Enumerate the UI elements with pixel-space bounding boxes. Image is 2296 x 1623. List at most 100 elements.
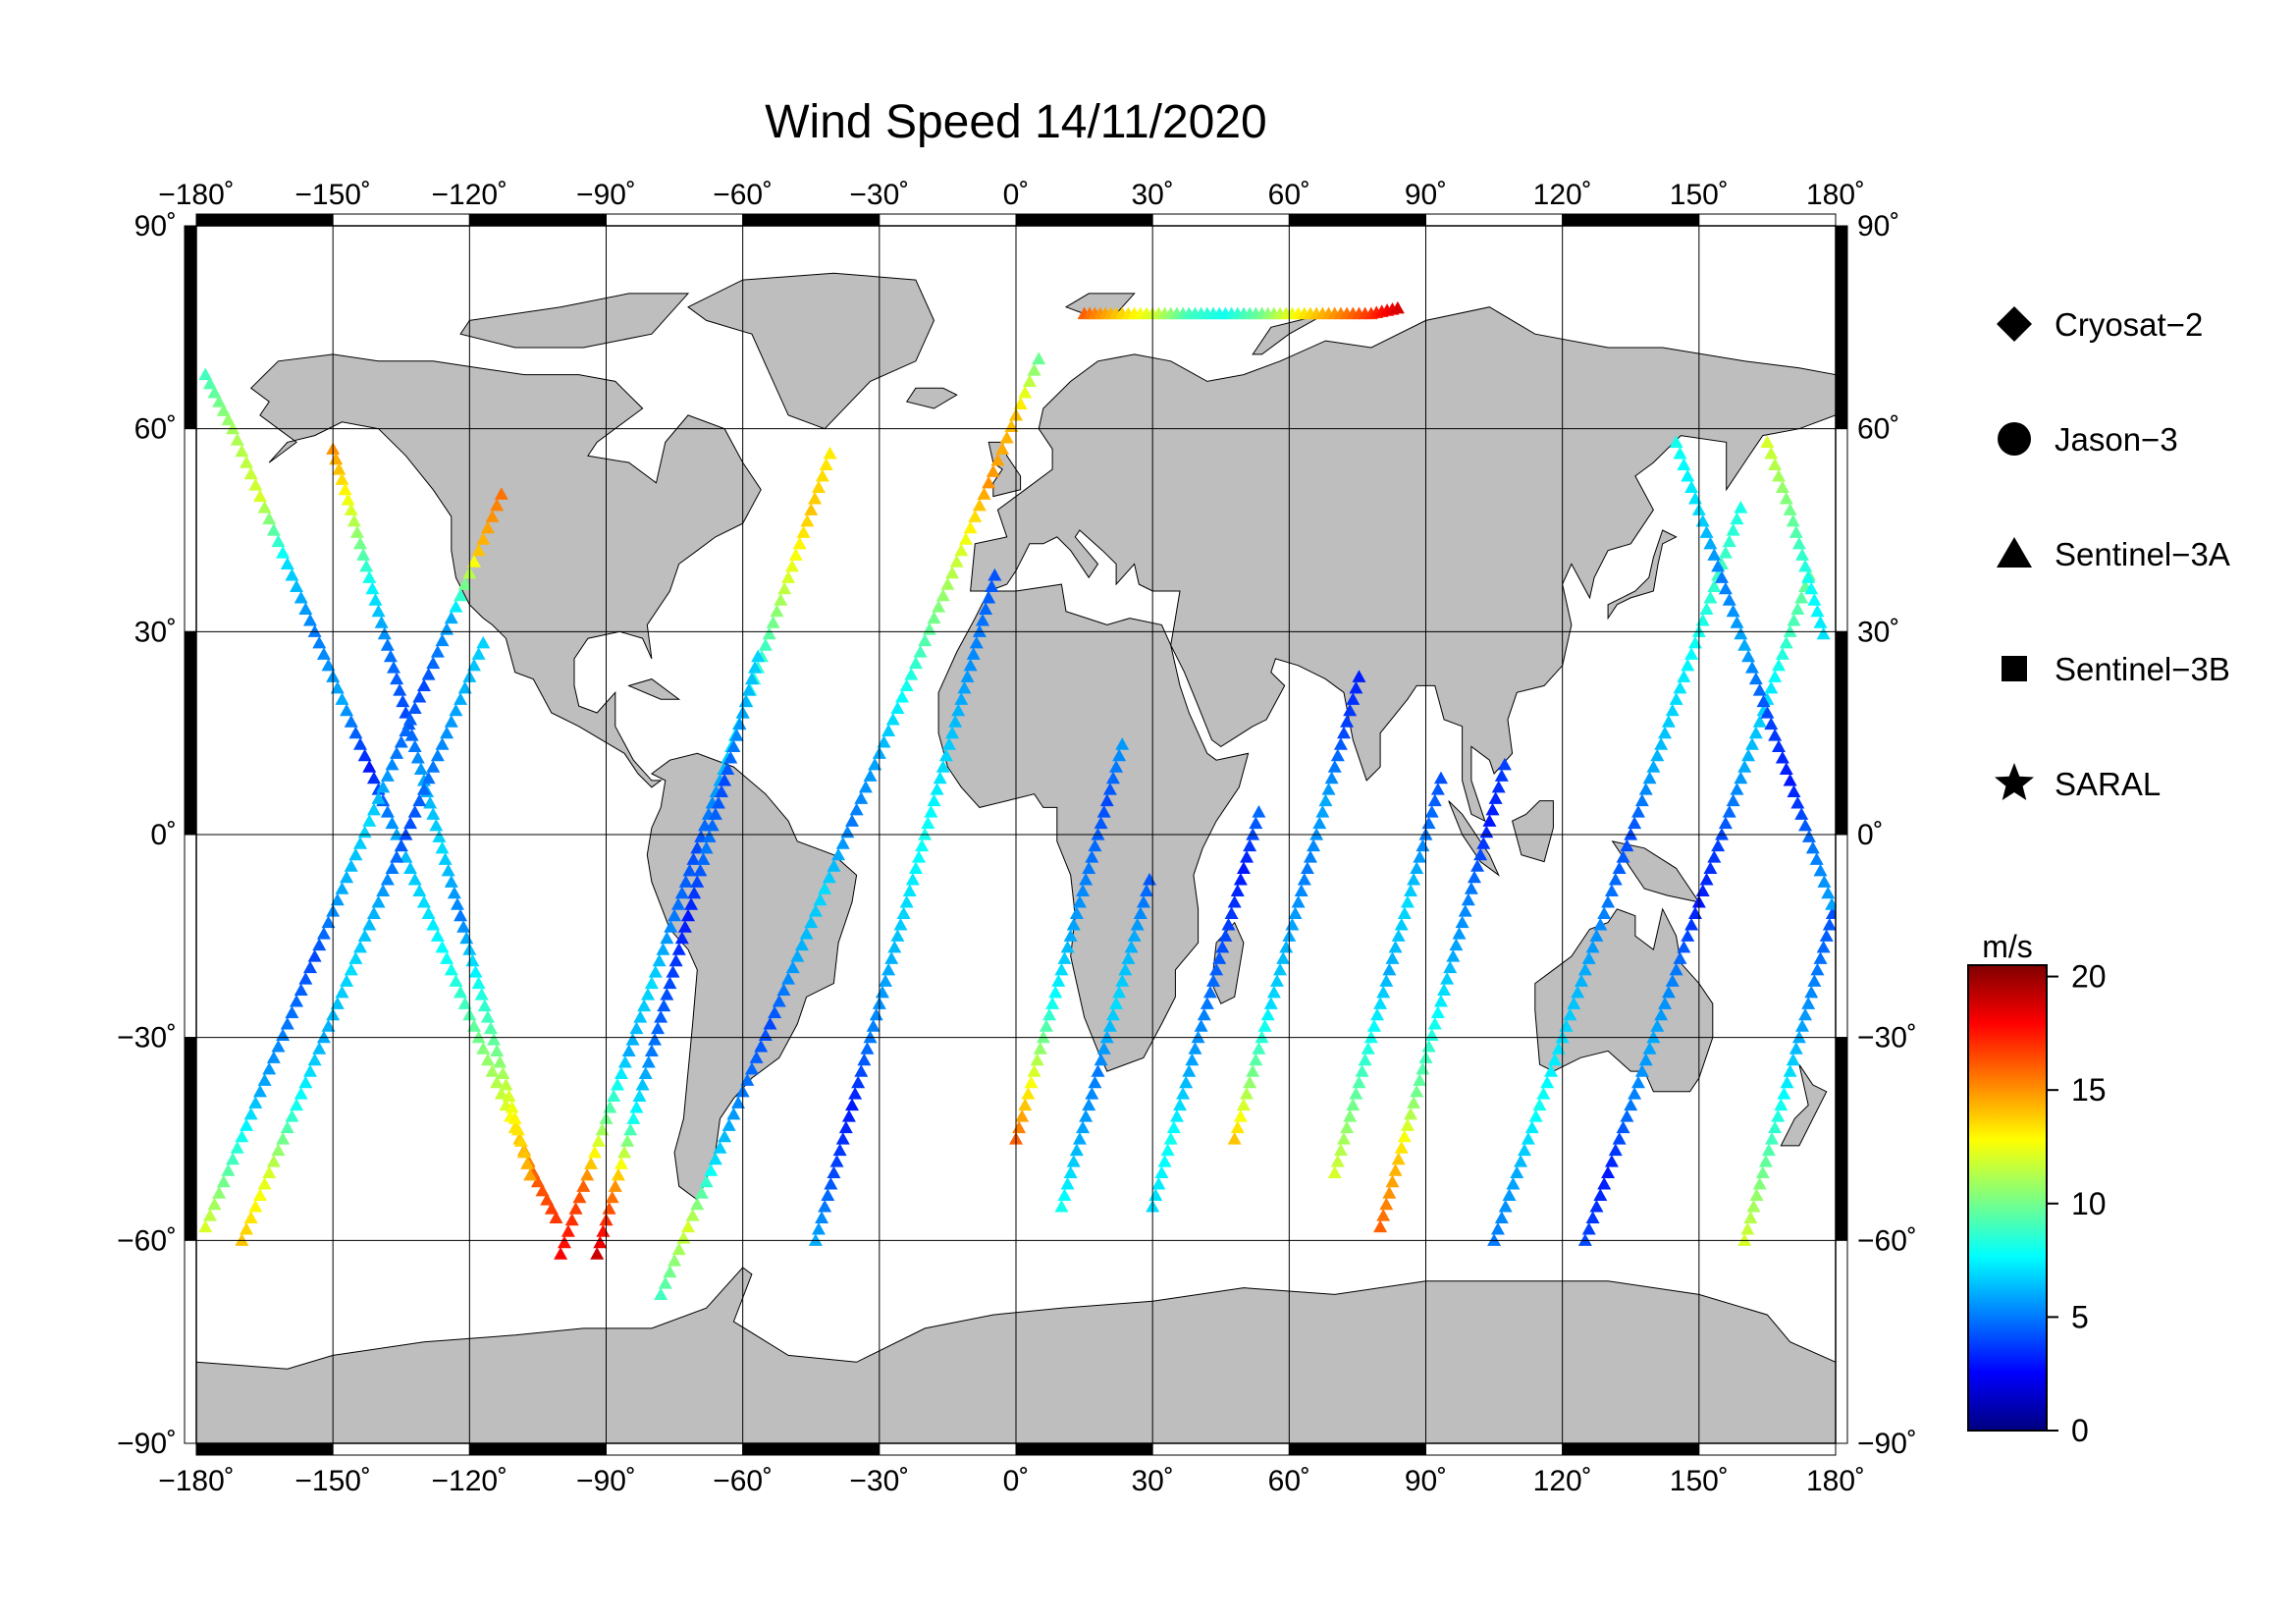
track-point — [1805, 840, 1820, 854]
track-point — [347, 514, 361, 527]
track-point — [813, 893, 828, 906]
colorbar: m/s 0 5 10 15 20 — [1967, 929, 2107, 1448]
track-point — [1748, 726, 1763, 739]
track-point — [1030, 1053, 1044, 1066]
track-point — [1604, 884, 1619, 897]
legend-diamond-icon — [1997, 306, 2032, 342]
track-point — [1718, 581, 1733, 595]
track-point — [1054, 962, 1069, 976]
track-point — [271, 1039, 286, 1053]
track-point — [1076, 884, 1091, 897]
track-point — [338, 482, 352, 496]
track-point — [413, 762, 428, 776]
track-point — [1015, 1109, 1030, 1122]
track-point — [1498, 1199, 1513, 1213]
lat-tick-label-left: −60˚ — [117, 1224, 177, 1257]
track-point — [535, 1183, 550, 1197]
track-point — [1567, 997, 1581, 1009]
track-point — [312, 938, 327, 951]
track-point — [768, 1005, 782, 1019]
track-point — [1257, 1019, 1272, 1032]
track-point — [252, 1084, 267, 1098]
track-point — [674, 931, 689, 945]
track-point — [362, 570, 377, 583]
track-point — [960, 670, 975, 682]
track-point — [221, 412, 236, 426]
track-point — [1473, 847, 1488, 861]
track-point — [763, 1016, 777, 1030]
track-point — [1163, 1132, 1178, 1145]
track-point — [1124, 940, 1139, 953]
track-point — [1327, 760, 1342, 773]
track-point — [1385, 951, 1400, 964]
lon-tick-label-top: 180˚ — [1806, 179, 1865, 211]
track-point — [1658, 997, 1673, 1009]
track-point — [1461, 893, 1475, 906]
track-point — [1413, 1073, 1427, 1086]
track-point — [1394, 917, 1409, 931]
track-point — [954, 543, 969, 557]
track-point — [1783, 624, 1797, 637]
track-point — [1102, 783, 1117, 795]
track-point — [1777, 1087, 1791, 1100]
track-point — [1467, 870, 1481, 884]
track-point — [935, 760, 950, 773]
track-point — [930, 783, 944, 795]
track-point — [770, 604, 784, 618]
track-point — [625, 1032, 640, 1046]
track-point — [1673, 951, 1687, 964]
track-point — [1752, 1176, 1767, 1190]
track-point — [561, 1224, 575, 1237]
track-point — [652, 953, 667, 967]
track-point — [1455, 915, 1469, 929]
track-point — [257, 1176, 272, 1190]
track-point — [1791, 1030, 1806, 1044]
land-cuba — [627, 678, 681, 700]
track-point — [321, 658, 336, 672]
track-point — [751, 649, 766, 663]
track-point — [1427, 793, 1442, 807]
track-point — [349, 525, 364, 538]
track-point — [895, 689, 910, 703]
legend-label: Jason−3 — [2055, 421, 2178, 458]
track-point — [416, 783, 431, 795]
track-point — [243, 466, 258, 480]
track-point — [1240, 849, 1255, 863]
track-point — [1581, 1221, 1596, 1235]
track-point — [748, 661, 763, 674]
track-point — [1236, 1098, 1251, 1111]
track-point — [654, 1287, 668, 1301]
track-point — [416, 678, 431, 692]
track-point — [243, 1211, 258, 1223]
track-point — [678, 875, 693, 888]
track-point — [1045, 997, 1060, 1009]
track-point — [454, 692, 468, 705]
track-point — [1743, 1211, 1758, 1223]
track-point — [271, 1143, 286, 1157]
track-point — [663, 976, 677, 990]
track-point — [1424, 805, 1439, 818]
track-point — [403, 712, 418, 726]
track-point — [1291, 894, 1306, 908]
track-point — [1136, 894, 1150, 908]
track-point — [507, 1111, 522, 1124]
track-point — [1379, 974, 1394, 987]
track-point — [1775, 480, 1789, 493]
track-point — [1669, 435, 1683, 449]
track-point — [1340, 1120, 1355, 1134]
track-point — [708, 1152, 722, 1165]
track-point — [404, 728, 419, 741]
track-point — [1013, 397, 1028, 410]
track-point — [1376, 1209, 1391, 1221]
track-point — [430, 645, 445, 658]
lat-tick-label-right: 0˚ — [1857, 819, 1884, 851]
track-point — [335, 985, 349, 999]
track-point — [1151, 1176, 1166, 1190]
track-point — [454, 985, 468, 999]
track-point — [1410, 1084, 1424, 1098]
track-point — [1333, 1143, 1348, 1157]
track-point — [1658, 726, 1673, 739]
track-point — [340, 703, 354, 717]
track-point — [940, 577, 955, 590]
track-point — [1730, 512, 1744, 525]
